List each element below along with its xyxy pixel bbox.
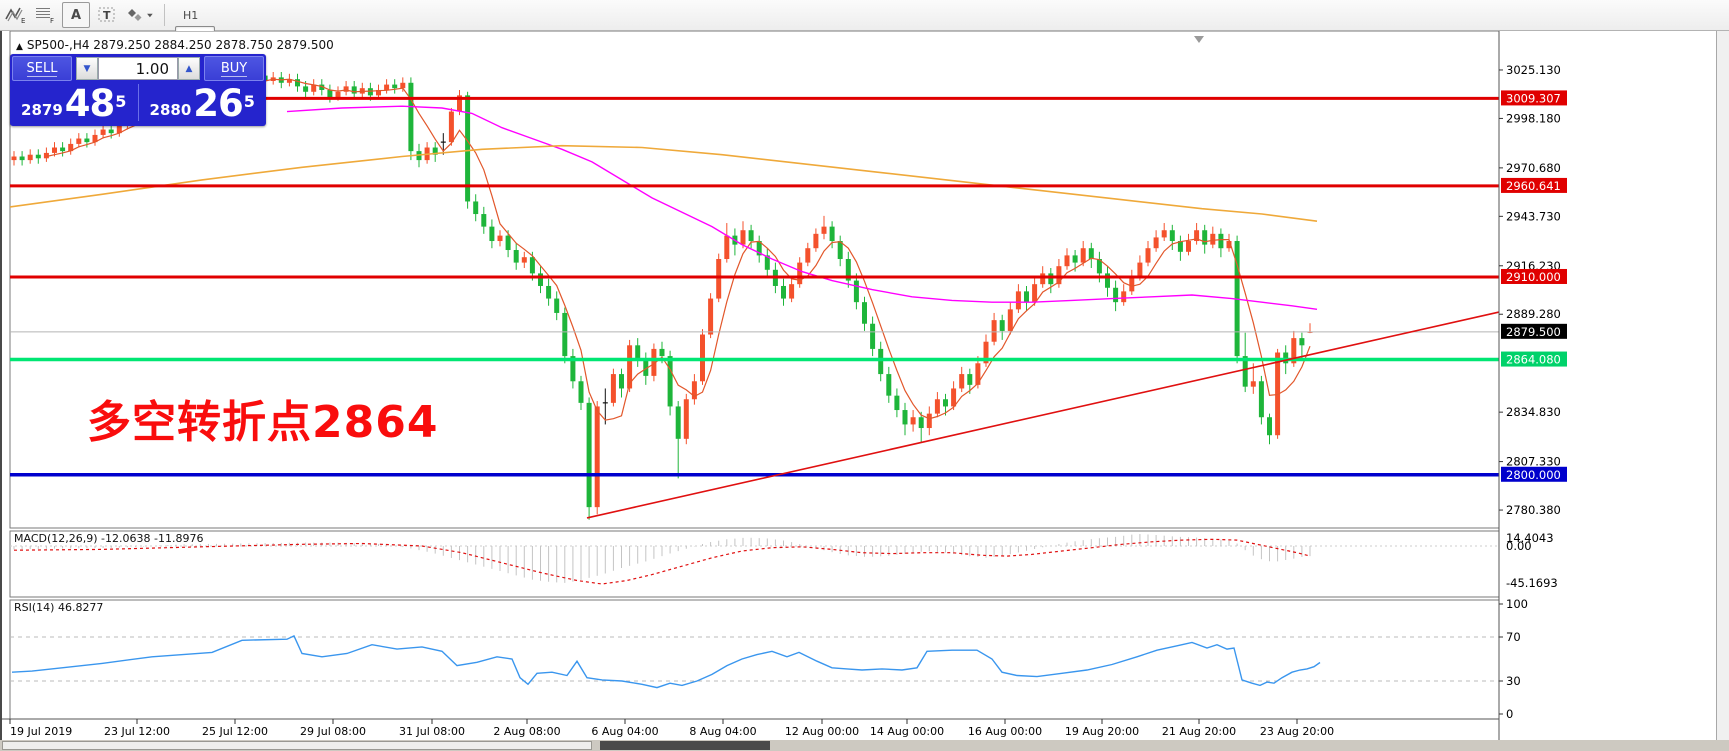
date-tick-label: 19 Aug 20:00 xyxy=(1065,725,1139,738)
timeframe-button-h1[interactable]: H1 xyxy=(183,8,199,22)
buy-price[interactable]: 2880 26 5 xyxy=(139,81,267,124)
macd-layer xyxy=(10,534,1499,585)
price-badge-label: 2864.080 xyxy=(1506,353,1561,367)
svg-text:T: T xyxy=(103,9,111,22)
date-tick-label: 19 Jul 2019 xyxy=(10,725,72,738)
buy-button[interactable]: BUY xyxy=(204,56,264,81)
price-badge xyxy=(1501,351,1567,367)
price-tick-label: 2889.280 xyxy=(1506,307,1561,321)
date-tick-label: 12 Aug 00:00 xyxy=(785,725,859,738)
rsi-line xyxy=(11,634,1321,689)
price-tick-label: 2780.380 xyxy=(1506,503,1561,517)
date-tick-label: 21 Aug 20:00 xyxy=(1162,725,1236,738)
price-badge xyxy=(1501,268,1567,284)
rsi-scale-label: 30 xyxy=(1506,674,1521,688)
indicators-icon[interactable]: E xyxy=(2,3,28,27)
rsi-indicator-label: RSI(14) 46.8277 xyxy=(14,601,104,614)
volume-increase-button[interactable]: ▲ xyxy=(178,57,200,80)
one-click-trade-panel: SELL ▼ 1.00 ▲ BUY 2879 48 5 2880 26 5 xyxy=(10,54,266,126)
sell-price-small: 2879 xyxy=(21,101,63,119)
price-tick-label: 2970.680 xyxy=(1506,161,1561,175)
price-badge-label: 2960.641 xyxy=(1506,179,1561,193)
date-tick-label: 16 Aug 00:00 xyxy=(968,725,1042,738)
svg-text:F: F xyxy=(50,17,54,24)
price-badge xyxy=(1501,90,1567,106)
price-badge xyxy=(1501,323,1567,339)
objects-icon[interactable] xyxy=(124,3,154,27)
ma-mid-line xyxy=(286,105,1318,310)
ma-slow-line xyxy=(10,144,1318,222)
svg-text:E: E xyxy=(21,17,25,24)
macd-signal-line xyxy=(13,538,1311,585)
date-tick-label: 31 Jul 08:00 xyxy=(399,725,465,738)
sell-price[interactable]: 2879 48 5 xyxy=(10,81,138,124)
price-badge-label: 3009.307 xyxy=(1506,91,1561,105)
timeframe-button-m30[interactable]: M30 xyxy=(175,0,215,5)
collapse-icon[interactable]: ▲ xyxy=(16,42,23,52)
symbol-header: ▲ SP500-,H4 2879.250 2884.250 2878.750 28… xyxy=(16,38,334,52)
sell-price-big: 48 xyxy=(64,82,115,125)
panel-divider xyxy=(137,84,139,121)
price-badge-label: 2800.000 xyxy=(1506,468,1561,482)
macd-pane[interactable] xyxy=(9,530,1500,598)
bottom-tab-bar xyxy=(0,740,1729,751)
price-badge xyxy=(1501,466,1567,482)
macd-scale-label: 14.4043 xyxy=(1506,531,1554,545)
right-scroll-strip[interactable] xyxy=(1716,31,1729,740)
price-badge-label: 2879.500 xyxy=(1506,325,1561,339)
date-tick-label: 29 Jul 08:00 xyxy=(300,725,366,738)
toolbar-separator xyxy=(164,4,165,26)
date-tick-label: 6 Aug 04:00 xyxy=(591,725,658,738)
price-tick-label: 2998.180 xyxy=(1506,111,1561,125)
date-tick-label: 14 Aug 00:00 xyxy=(870,725,944,738)
buy-price-big: 26 xyxy=(193,82,243,125)
grid-icon[interactable]: F xyxy=(32,3,58,27)
sell-price-sup: 5 xyxy=(115,92,127,111)
price-tick-label: 3025.130 xyxy=(1506,63,1561,77)
price-tick-label: 2807.330 xyxy=(1506,455,1561,469)
text-box-icon[interactable]: T xyxy=(94,3,120,27)
price-tick-label: 2834.830 xyxy=(1506,405,1561,419)
buy-price-sup: 5 xyxy=(243,92,255,111)
price-axis: 3025.1302998.1802970.6802943.7302916.230… xyxy=(1498,31,1567,740)
price-badge xyxy=(1501,177,1567,193)
toolbar: E F A T M1M5M15M30H1H4D1W1MN xyxy=(0,0,1729,106)
volume-decrease-button[interactable]: ▼ xyxy=(76,57,98,80)
macd-scale-label: -45.1693 xyxy=(1506,576,1558,590)
chart-tab[interactable] xyxy=(2,741,592,750)
text-label-icon[interactable]: A xyxy=(62,2,90,28)
date-tick-label: 8 Aug 04:00 xyxy=(689,725,756,738)
sell-button[interactable]: SELL xyxy=(12,56,72,81)
rsi-scale-label: 100 xyxy=(1506,597,1528,611)
rsi-pane[interactable] xyxy=(9,599,1500,720)
volume-input[interactable]: 1.00 xyxy=(98,57,178,80)
chart-window[interactable]: 3025.130 2998.180 2970.680 2943.730 2916.230… xyxy=(0,31,1729,740)
symbol-ohlc-text: SP500-,H4 2879.250 2884.250 2878.750 287… xyxy=(26,38,334,52)
ascending-trendline xyxy=(586,311,1500,519)
chart-tab-active[interactable] xyxy=(600,741,770,750)
chart-annotation-text: 多空转折点2864 xyxy=(87,397,439,448)
date-tick-label: 25 Jul 12:00 xyxy=(202,725,268,738)
scroll-marker-icon xyxy=(1194,36,1204,43)
buy-price-small: 2880 xyxy=(149,101,192,119)
macd-indicator-label: MACD(12,26,9) -12.0638 -11.8976 xyxy=(14,532,204,545)
rsi-scale-label: 0 xyxy=(1506,707,1513,721)
date-tick-label: 2 Aug 08:00 xyxy=(493,725,560,738)
rsi-scale-label: 70 xyxy=(1506,630,1521,644)
macd-scale-label: 0.00 xyxy=(1506,539,1532,553)
price-tick-label: 2943.730 xyxy=(1506,209,1561,223)
date-tick-label: 23 Aug 20:00 xyxy=(1260,725,1334,738)
date-tick-label: 23 Jul 12:00 xyxy=(104,725,170,738)
price-badge-label: 2910.000 xyxy=(1506,270,1561,284)
rsi-layer xyxy=(10,634,1499,689)
date-axis: 19 Jul 2019 23 Jul 12:00 25 Jul 12:00 29 Ju… xyxy=(2,718,1499,738)
